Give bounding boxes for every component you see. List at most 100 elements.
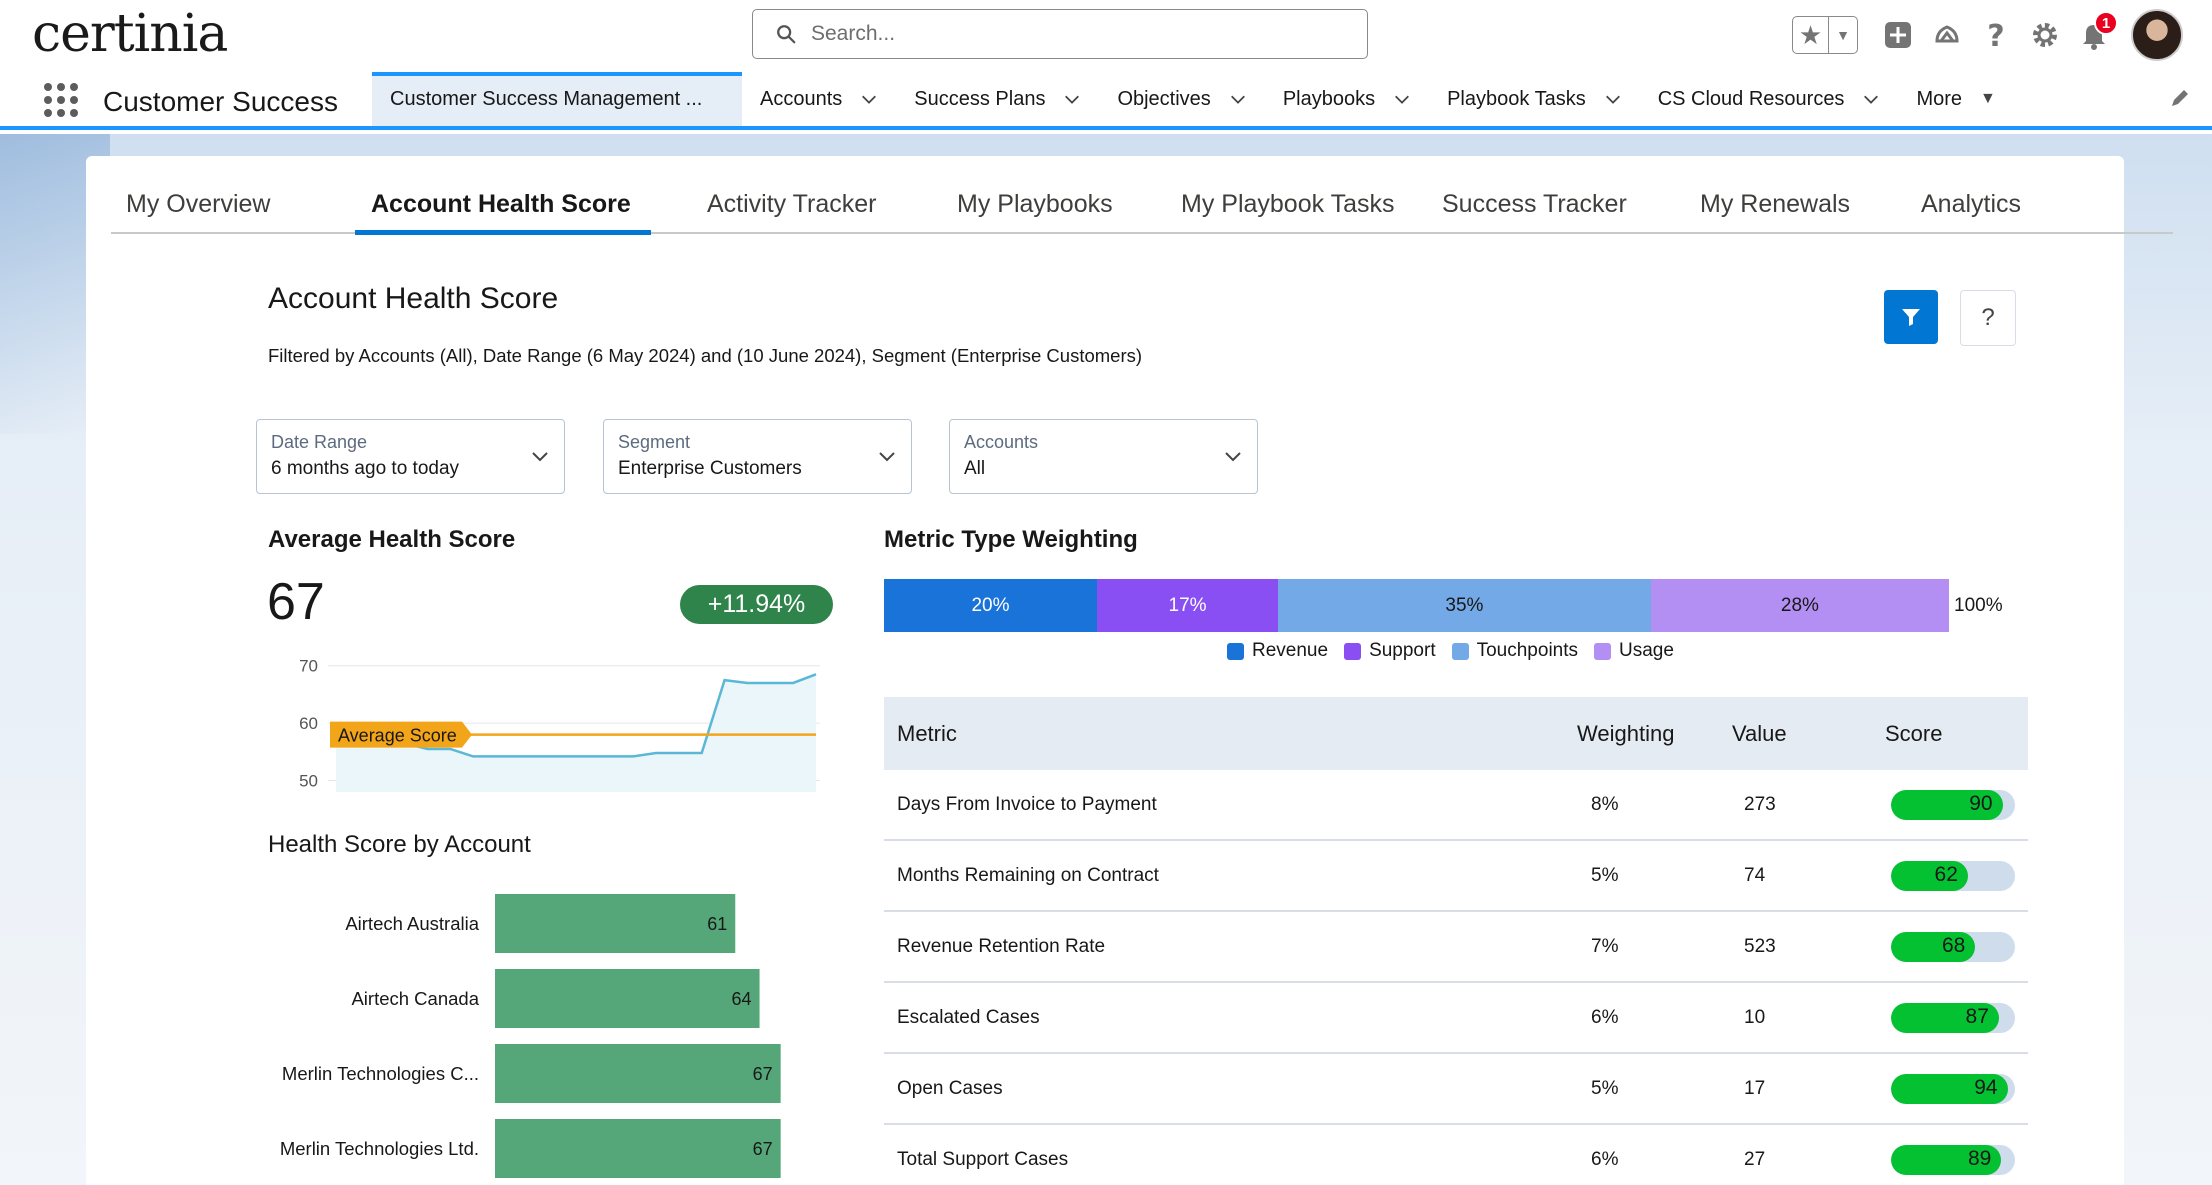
score-value: 68 [1941, 933, 1966, 957]
table-row: Total Support Cases 6% 27 89 [884, 1125, 2028, 1185]
chevron-down-icon[interactable] [1862, 90, 1880, 108]
account-bar-value: 64 [732, 989, 752, 1009]
nav-tab-accounts[interactable]: Accounts [742, 72, 896, 126]
legend-label: Revenue [1252, 640, 1329, 661]
table-body: Days From Invoice to Payment 8% 273 90 Month… [884, 770, 2028, 1185]
nav-tab-label: Accounts [760, 87, 843, 110]
global-create-icon[interactable] [1880, 17, 1916, 53]
score-value: 62 [1934, 862, 1958, 886]
metric-weighting: 6% [1591, 1148, 1619, 1170]
nav-tab-playbook-tasks[interactable]: Playbook Tasks [1429, 72, 1640, 126]
header-weighting: Weighting [1577, 720, 1675, 746]
certinia-logo[interactable]: certinia [32, 4, 228, 64]
header-actions: ★ ▼ ? 1 [1792, 9, 2183, 61]
metric-name: Revenue Retention Rate [897, 935, 1106, 957]
table-row: Days From Invoice to Payment 8% 273 90 [884, 770, 2028, 841]
account-bar[interactable] [495, 894, 736, 953]
app-launcher-icon[interactable] [44, 83, 78, 117]
trailhead-icon[interactable] [1929, 17, 1965, 53]
nav-tab-objectives[interactable]: Objectives [1099, 72, 1264, 126]
select-label: Accounts [964, 432, 1039, 452]
average-health-score-chart: 50 60 70 Average Score [299, 657, 820, 792]
date-range-select[interactable]: Date Range 6 months ago to today [256, 419, 565, 494]
score-bar-fill: 94 [1891, 1073, 2008, 1104]
global-search[interactable] [752, 9, 1368, 59]
legend-item-usage[interactable]: Usage [1594, 640, 1674, 662]
table-row: Escalated Cases 6% 10 87 [884, 983, 2028, 1054]
sub-tab-activity-tracker[interactable]: Activity Tracker [707, 190, 877, 218]
sub-tab-my-renewals[interactable]: My Renewals [1700, 190, 1851, 218]
caret-down-icon: ▼ [1980, 90, 1996, 107]
score-bar-fill: 90 [1891, 789, 2003, 820]
search-input[interactable] [811, 22, 1331, 46]
sub-tab-success-tracker[interactable]: Success Tracker [1442, 190, 1627, 218]
nav-tab-cs-cloud-resources[interactable]: CS Cloud Resources [1640, 72, 1899, 126]
account-bar[interactable] [495, 1044, 781, 1103]
edit-nav-pencil-icon[interactable] [2168, 86, 2192, 110]
legend-item-touchpoints[interactable]: Touchpoints [1451, 640, 1579, 662]
weighting-segment-touchpoints[interactable]: 35% [1278, 579, 1651, 632]
legend-swatch [1451, 642, 1469, 660]
filter-button[interactable] [1884, 290, 1938, 344]
metric-weighting: 5% [1591, 864, 1619, 886]
chevron-down-icon[interactable] [1063, 90, 1081, 108]
metric-name: Open Cases [897, 1077, 1003, 1099]
chevron-down-icon[interactable] [860, 90, 878, 108]
nav-tab-more[interactable]: More ▼ [1898, 72, 2013, 126]
setup-gear-icon[interactable] [2027, 17, 2063, 53]
metric-weighting: 6% [1591, 1006, 1619, 1028]
score-bar: 87 [1891, 1002, 2015, 1033]
chevron-down-icon[interactable] [1229, 90, 1247, 108]
favorites-dropdown-icon[interactable]: ▼ [1836, 27, 1850, 43]
account-name-label: Airtech Canada [351, 988, 479, 1009]
favorites-group: ★ ▼ [1792, 16, 1858, 54]
segment-select[interactable]: Segment Enterprise Customers [603, 419, 912, 494]
sub-tab-my-overview[interactable]: My Overview [126, 190, 271, 218]
accounts-select[interactable]: Accounts All [949, 419, 1258, 494]
weighting-segment-support[interactable]: 17% [1097, 579, 1279, 632]
select-value: Enterprise Customers [618, 458, 802, 479]
weighting-total: 100% [1954, 595, 2003, 616]
help-icon[interactable]: ? [1978, 17, 2014, 53]
metric-value: 523 [1744, 935, 1776, 957]
nav-tab-playbooks[interactable]: Playbooks [1265, 72, 1429, 126]
metric-value: 74 [1744, 864, 1766, 886]
weighting-segment-usage[interactable]: 28% [1650, 579, 1949, 632]
select-value: All [964, 458, 986, 479]
chevron-down-icon[interactable] [1604, 90, 1622, 108]
health-score-area [336, 674, 816, 792]
nav-tab-success-plans[interactable]: Success Plans [896, 72, 1099, 126]
legend-item-revenue[interactable]: Revenue [1227, 640, 1328, 662]
chevron-down-icon[interactable] [1393, 90, 1411, 108]
nav-tab-label: More [1916, 87, 1963, 110]
score-bar: 89 [1891, 1144, 2015, 1175]
user-avatar[interactable] [2131, 9, 2183, 61]
legend-item-support[interactable]: Support [1344, 640, 1436, 662]
metric-value: 10 [1744, 1006, 1766, 1028]
legend-label: Touchpoints [1476, 640, 1579, 661]
sub-tab-my-playbook-tasks[interactable]: My Playbook Tasks [1181, 190, 1395, 218]
nav-tab-customer-success-management[interactable]: Customer Success Management ... [372, 72, 742, 126]
account-bar[interactable] [495, 1119, 781, 1178]
score-bar-fill: 62 [1891, 860, 1968, 891]
sub-tab-account-health-score[interactable]: Account Health Score [371, 190, 631, 218]
favorites-star-icon[interactable]: ★ [1793, 17, 1829, 53]
sub-tab-my-playbooks[interactable]: My Playbooks [957, 190, 1113, 218]
account-bar[interactable] [495, 969, 760, 1028]
y-tick-label: 50 [299, 772, 318, 791]
filter-funnel-icon [1902, 309, 1920, 326]
svg-text:?: ? [1987, 19, 2004, 51]
account-name-label: Airtech Australia [345, 913, 479, 934]
active-tab-indicator [355, 230, 651, 235]
table-row: Open Cases 5% 17 94 [884, 1054, 2028, 1125]
metric-value: 273 [1744, 793, 1776, 815]
sub-tab-analytics[interactable]: Analytics [1921, 190, 2022, 218]
score-value: 87 [1965, 1004, 1989, 1028]
nav-tab-label: Success Plans [914, 87, 1046, 110]
score-value: 94 [1974, 1075, 1998, 1099]
metric-table: Metric Weighting Value Score Days From I… [884, 697, 2028, 1185]
dashboard-help-button[interactable]: ? [1960, 290, 2016, 346]
notifications-bell-icon[interactable]: 1 [2076, 11, 2118, 53]
weighting-segment-revenue[interactable]: 20% [884, 579, 1097, 632]
table-row: Revenue Retention Rate 7% 523 68 [884, 912, 2028, 983]
